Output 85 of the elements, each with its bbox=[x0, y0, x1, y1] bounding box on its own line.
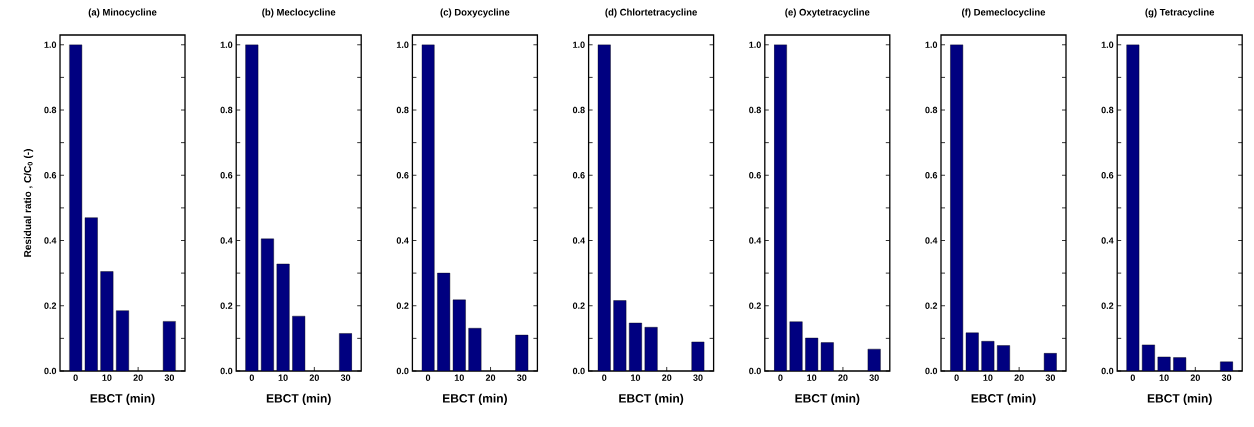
chart-title: (b) Meclocycline bbox=[262, 8, 336, 18]
y-tick-label: 0.2 bbox=[572, 302, 585, 309]
x-axis-title: EBCT (min) bbox=[266, 393, 331, 405]
x-tick-label: 20 bbox=[485, 374, 496, 381]
y-tick-label: 0.2 bbox=[1101, 302, 1114, 309]
y-tick-label: 0.8 bbox=[572, 106, 585, 114]
chart-title: (e) Oxytetracycline bbox=[785, 8, 870, 18]
y-tick-label: 0.2 bbox=[396, 302, 409, 309]
y-tick-label: 1.0 bbox=[44, 41, 57, 48]
x-tick-label: 10 bbox=[807, 374, 817, 381]
chart-title: (d) Chlortetracycline bbox=[605, 8, 697, 18]
x-tick-label: 20 bbox=[838, 374, 848, 381]
x-tick-label: 10 bbox=[454, 374, 464, 381]
x-tick-label: 10 bbox=[631, 374, 641, 381]
x-tick-label: 30 bbox=[693, 374, 703, 381]
y-tick-label: 0.0 bbox=[925, 367, 938, 375]
y-tick-label: 0.6 bbox=[396, 172, 409, 179]
x-tick-label: 0 bbox=[425, 374, 431, 381]
y-tick-label: 0.4 bbox=[749, 237, 762, 244]
x-axis-title: EBCT (min) bbox=[90, 393, 155, 405]
x-tick-label: 10 bbox=[278, 374, 288, 381]
y-tick-label: 0.8 bbox=[925, 106, 938, 114]
x-tick-label: 20 bbox=[662, 374, 672, 381]
x-axis-title: EBCT (min) bbox=[1147, 393, 1212, 405]
x-axis-title: EBCT (min) bbox=[795, 393, 860, 405]
y-tick-label: 0.8 bbox=[396, 106, 409, 114]
chart-title: (a) Minocycline bbox=[88, 8, 157, 18]
x-axis-title: EBCT (min) bbox=[619, 393, 684, 405]
x-tick-label: 0 bbox=[1130, 374, 1135, 381]
y-tick-label: 0.0 bbox=[396, 367, 409, 375]
x-tick-label: 20 bbox=[309, 374, 319, 381]
x-tick-label: 10 bbox=[102, 374, 112, 381]
x-tick-label: 30 bbox=[1221, 374, 1232, 381]
chart-title: (c) Doxycycline bbox=[440, 8, 510, 18]
x-tick-label: 30 bbox=[1045, 374, 1056, 381]
y-tick-label: 0.8 bbox=[220, 106, 233, 114]
x-tick-label: 30 bbox=[340, 374, 351, 381]
y-tick-label: 0.2 bbox=[749, 302, 761, 309]
y-tick-label: 0.2 bbox=[220, 302, 233, 309]
y-tick-label: 0.4 bbox=[1101, 237, 1114, 244]
y-tick-label: 1.0 bbox=[1101, 41, 1114, 48]
x-tick-label: 10 bbox=[1159, 374, 1169, 381]
y-tick-label: 0.4 bbox=[44, 237, 57, 244]
x-tick-label: 0 bbox=[954, 374, 959, 381]
y-tick-label: 0.8 bbox=[44, 106, 57, 114]
y-tick-label: 0.8 bbox=[1101, 106, 1114, 114]
x-tick-label: 0 bbox=[778, 374, 783, 381]
y-tick-label: 0.0 bbox=[572, 367, 585, 375]
y-tick-label: 1.0 bbox=[396, 41, 409, 48]
chart-title: (f) Demeclocycline bbox=[962, 8, 1046, 18]
y-tick-label: 0.6 bbox=[925, 172, 938, 179]
y-tick-label: 0.6 bbox=[220, 172, 233, 179]
y-tick-label: 1.0 bbox=[220, 41, 233, 48]
y-tick-label: 0.6 bbox=[749, 172, 761, 179]
y-tick-label: 1.0 bbox=[573, 41, 585, 48]
y-tick-label: 0.0 bbox=[749, 367, 761, 375]
x-axis-title: EBCT (min) bbox=[443, 393, 507, 405]
y-tick-label: 0.0 bbox=[44, 367, 57, 375]
x-tick-label: 0 bbox=[73, 374, 78, 381]
x-tick-label: 10 bbox=[983, 374, 993, 381]
y-tick-label: 1.0 bbox=[749, 41, 761, 48]
x-tick-label: 0 bbox=[249, 374, 254, 381]
chart-title: (g) Tetracycline bbox=[1145, 8, 1215, 18]
y-tick-label: 0.2 bbox=[925, 302, 938, 309]
x-tick-label: 30 bbox=[869, 374, 879, 381]
y-tick-label: 0.4 bbox=[572, 237, 586, 244]
y-tick-label: 0.4 bbox=[220, 237, 233, 244]
x-tick-label: 30 bbox=[164, 374, 175, 381]
y-tick-label: 0.2 bbox=[44, 302, 57, 309]
y-tick-label: 0.6 bbox=[572, 172, 585, 179]
y-tick-label: 0.6 bbox=[44, 172, 57, 179]
y-tick-label: 0.6 bbox=[1101, 172, 1114, 179]
y-tick-label: 0.8 bbox=[749, 106, 761, 114]
x-axis-title: EBCT (min) bbox=[971, 393, 1036, 405]
x-tick-label: 20 bbox=[1014, 374, 1024, 381]
y-tick-label: 1.0 bbox=[925, 41, 938, 48]
y-tick-label: 0.4 bbox=[925, 237, 938, 244]
y-tick-label: 0.0 bbox=[1101, 367, 1114, 375]
x-tick-label: 20 bbox=[1190, 374, 1200, 381]
x-tick-label: 0 bbox=[602, 374, 607, 381]
y-tick-label: 0.0 bbox=[220, 367, 233, 375]
x-tick-label: 30 bbox=[516, 374, 527, 381]
y-tick-label: 0.4 bbox=[396, 237, 409, 244]
x-tick-label: 20 bbox=[133, 374, 143, 381]
y-axis-title: Residual ratio , C/C$_{0}$ (-) bbox=[23, 149, 34, 257]
